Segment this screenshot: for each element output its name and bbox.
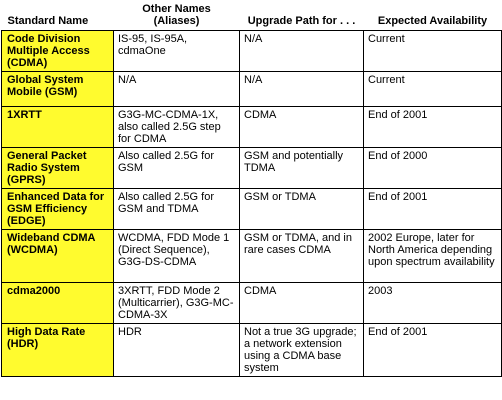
availability-cell: End of 2001 [363, 188, 502, 230]
availability-cell: End of 2001 [363, 323, 502, 377]
aliases-cell: HDR [113, 323, 240, 377]
header-upgrade-path: Upgrade Path for . . . [239, 0, 364, 31]
aliases-cell: WCDMA, FDD Mode 1 (Direct Sequence), G3G… [113, 229, 240, 283]
table-row: 1XRTT G3G-MC-CDMA-1X, also called 2.5G s… [1, 106, 502, 148]
standard-name-cell: 1XRTT [1, 106, 114, 148]
table-row: cdma2000 3XRTT, FDD Mode 2 (Multicarrier… [1, 282, 502, 324]
availability-cell: Current [363, 71, 502, 107]
table-row: Wideband CDMA (WCDMA) WCDMA, FDD Mode 1 … [1, 229, 502, 283]
availability-cell: End of 2000 [363, 147, 502, 189]
availability-cell: Current [363, 30, 502, 72]
standard-name-cell: High Data Rate (HDR) [1, 323, 114, 377]
aliases-cell: N/A [113, 71, 240, 107]
upgrade-path-cell: N/A [239, 71, 364, 107]
header-other-names-line2: (Aliases) [153, 15, 200, 27]
availability-cell: 2003 [363, 282, 502, 324]
aliases-cell: IS-95, IS-95A, cdmaOne [113, 30, 240, 72]
upgrade-path-cell: GSM or TDMA, and in rare cases CDMA [239, 229, 364, 283]
header-expected-availability: Expected Availability [363, 0, 502, 31]
standard-name-cell: Enhanced Data for GSM Efficiency (EDGE) [1, 188, 114, 230]
aliases-cell: Also called 2.5G for GSM and TDMA [113, 188, 240, 230]
standards-table: Standard Name Other Names (Aliases) Upgr… [1, 0, 502, 377]
table-row: General Packet Radio System (GPRS) Also … [1, 147, 502, 189]
upgrade-path-cell: GSM or TDMA [239, 188, 364, 230]
upgrade-path-cell: N/A [239, 30, 364, 72]
upgrade-path-cell: GSM and potentially TDMA [239, 147, 364, 189]
standard-name-cell: General Packet Radio System (GPRS) [1, 147, 114, 189]
header-row: Standard Name Other Names (Aliases) Upgr… [1, 0, 502, 31]
header-other-names-line1: Other Names [142, 3, 211, 15]
aliases-cell: G3G-MC-CDMA-1X, also called 2.5G step fo… [113, 106, 240, 148]
aliases-cell: Also called 2.5G for GSM [113, 147, 240, 189]
aliases-cell: 3XRTT, FDD Mode 2 (Multicarrier), G3G-MC… [113, 282, 240, 324]
upgrade-path-cell: CDMA [239, 282, 364, 324]
table-row: Global System Mobile (GSM) N/A N/A Curre… [1, 71, 502, 107]
standard-name-cell: Code Division Multiple Access (CDMA) [1, 30, 114, 72]
standard-name-cell: cdma2000 [1, 282, 114, 324]
standard-name-cell: Wideband CDMA (WCDMA) [1, 229, 114, 283]
standard-name-cell: Global System Mobile (GSM) [1, 71, 114, 107]
upgrade-path-cell: Not a true 3G upgrade; a network extensi… [239, 323, 364, 377]
table-row: Enhanced Data for GSM Efficiency (EDGE) … [1, 188, 502, 230]
availability-cell: End of 2001 [363, 106, 502, 148]
header-other-names: Other Names (Aliases) [113, 0, 240, 31]
header-standard-name: Standard Name [1, 0, 114, 31]
upgrade-path-cell: CDMA [239, 106, 364, 148]
table-row: Code Division Multiple Access (CDMA) IS-… [1, 30, 502, 72]
table-row: High Data Rate (HDR) HDR Not a true 3G u… [1, 323, 502, 377]
availability-cell: 2002 Europe, later for North America dep… [363, 229, 502, 283]
